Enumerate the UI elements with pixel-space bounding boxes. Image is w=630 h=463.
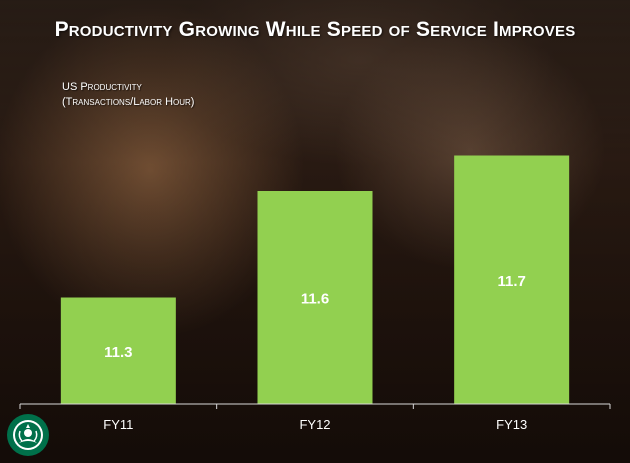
bar-fy13 bbox=[454, 155, 570, 404]
x-tick-label-fy12: FY12 bbox=[299, 417, 330, 432]
y-axis-label-line2: (Transactions/Labor Hour) bbox=[62, 96, 195, 108]
y-axis-label-line1: US Productivity bbox=[62, 81, 142, 93]
bar-fy11 bbox=[60, 297, 176, 404]
starbucks-siren-logo-icon bbox=[7, 414, 49, 456]
data-label-fy11: 11.3 bbox=[104, 344, 132, 361]
data-label-fy13: 11.7 bbox=[497, 273, 525, 290]
bar-fy12 bbox=[257, 191, 373, 404]
x-tick-label-fy11: FY11 bbox=[103, 417, 133, 432]
x-tick-label-fy13: FY13 bbox=[496, 417, 527, 432]
data-label-fy12: 11.6 bbox=[301, 291, 329, 308]
slide-title: Productivity Growing While Speed of Serv… bbox=[54, 18, 576, 41]
y-axis-label: US Productivity (Transactions/Labor Hour… bbox=[62, 80, 194, 110]
